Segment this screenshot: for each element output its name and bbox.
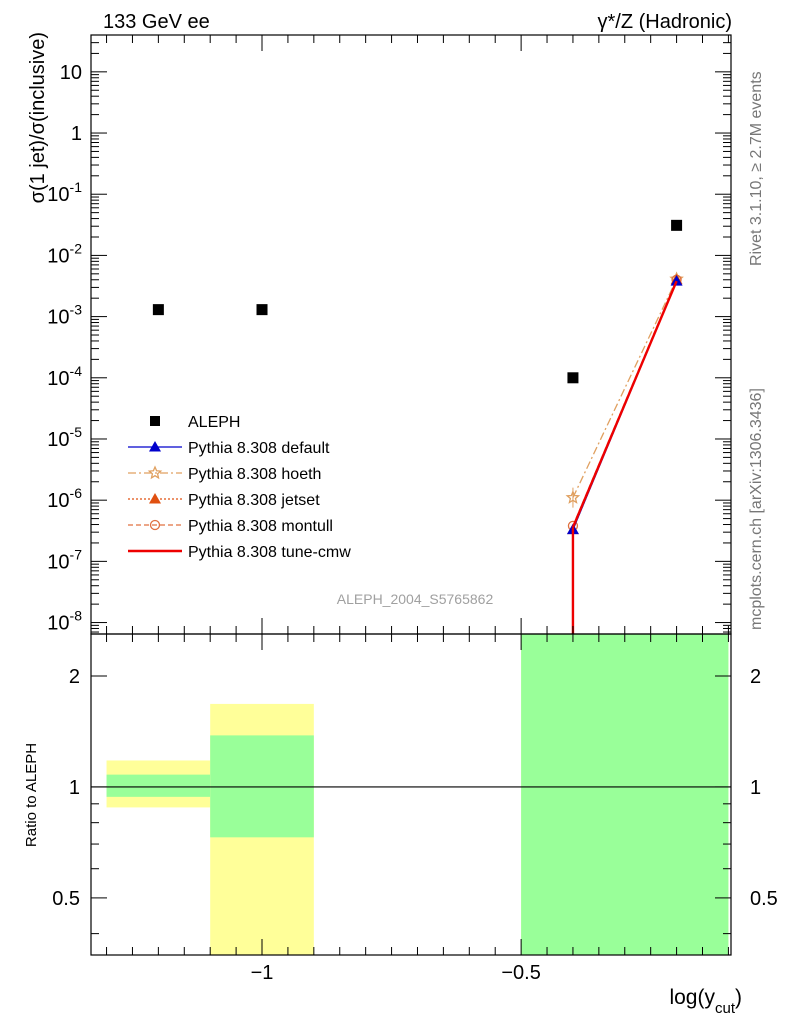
main-ytick-label-0: 10-8 xyxy=(47,608,82,635)
series-tunecmw xyxy=(571,280,678,634)
main-ytick-label-1: 10-7 xyxy=(47,546,82,573)
legend-label-jetset: Pythia 8.308 jetset xyxy=(188,492,320,509)
main-ytick-label-8: 1 xyxy=(71,123,82,145)
x-axis-title: log(ycut) xyxy=(669,986,742,1017)
legend-marker-hoeth xyxy=(147,465,163,480)
legend-label-montull: Pythia 8.308 montull xyxy=(188,518,333,535)
legend-label-tunecmw: Pythia 8.308 tune-cmw xyxy=(188,544,351,561)
xtick-label-0: −1 xyxy=(251,962,274,984)
ratio-band-inner-0 xyxy=(106,774,211,797)
xtick-label-1: −0.5 xyxy=(501,962,540,984)
axes: 10-8 10-7 10-6 10-5 10-4 10-3 10-2 10-1 1 10 0.5 0.… xyxy=(47,34,778,984)
main-y-axis-title: σ(1 jet)/σ(inclusive) xyxy=(27,32,49,203)
series-point-hoeth-0 xyxy=(565,489,581,504)
legend-marker-default xyxy=(149,441,161,452)
legend-marker-data xyxy=(150,416,160,426)
ratio-band-inner-2 xyxy=(521,634,729,955)
main-ytick-label-3: 10-5 xyxy=(47,424,82,451)
legend: ALEPH Pythia 8.308 default Pythia 8.308 ho… xyxy=(128,414,351,561)
legend-label-default: Pythia 8.308 default xyxy=(188,440,330,457)
legend-entry-tunecmw: Pythia 8.308 tune-cmw xyxy=(128,544,351,561)
main-ytick-label-6: 10-2 xyxy=(47,240,82,267)
legend-label-hoeth: Pythia 8.308 hoeth xyxy=(188,466,321,483)
main-series xyxy=(152,219,684,634)
main-ytick-label-9: 10 xyxy=(60,62,82,84)
ratio-bands xyxy=(91,634,731,955)
ratio-ytick-label-left-2: 2 xyxy=(69,666,80,688)
mcplots-label: mcplots.cern.ch [arXiv:1306.3436] xyxy=(748,388,765,630)
main-ytick-label-5: 10-3 xyxy=(47,302,82,329)
main-ytick-label-7: 10-1 xyxy=(47,179,82,206)
data-point-1 xyxy=(256,304,268,316)
analysis-watermark: ALEPH_2004_S5765862 xyxy=(337,591,494,607)
ratio-ytick-label-right-0: 0.5 xyxy=(750,888,778,910)
legend-entry-jetset: Pythia 8.308 jetset xyxy=(128,492,320,509)
legend-marker-jetset xyxy=(149,493,161,504)
ratio-ytick-label-left-1: 1 xyxy=(69,777,80,799)
ratio-ytick-label-left-0: 0.5 xyxy=(52,888,80,910)
main-frame xyxy=(90,34,732,635)
ratio-ytick-label-right-1: 1 xyxy=(750,777,761,799)
legend-marker-montull xyxy=(149,519,161,531)
rivet-label: Rivet 3.1.10, ≥ 2.7M events xyxy=(748,71,765,266)
main-ytick-label-4: 10-4 xyxy=(47,363,82,390)
header-right: γ*/Z (Hadronic) xyxy=(598,11,732,33)
series-line-hoeth xyxy=(572,278,678,498)
ratio-ytick-label-right-2: 2 xyxy=(750,666,761,688)
data-point-2 xyxy=(567,372,579,384)
data-point-0 xyxy=(152,304,164,316)
legend-label-data: ALEPH xyxy=(188,414,240,431)
series-line-tunecmw xyxy=(571,280,678,528)
ratio-y-axis-title: Ratio to ALEPH xyxy=(23,743,40,847)
legend-entry-hoeth: Pythia 8.308 hoeth xyxy=(128,465,321,483)
legend-entry-data: ALEPH xyxy=(150,414,240,431)
series-point-default-1 xyxy=(670,275,683,286)
header-left: 133 GeV ee xyxy=(103,11,210,33)
ratio-frame xyxy=(90,633,732,956)
main-ytick-label-2: 10-6 xyxy=(47,485,82,512)
legend-entry-montull: Pythia 8.308 montull xyxy=(128,518,333,535)
legend-entry-default: Pythia 8.308 default xyxy=(128,440,330,457)
data-point-3 xyxy=(671,219,683,231)
